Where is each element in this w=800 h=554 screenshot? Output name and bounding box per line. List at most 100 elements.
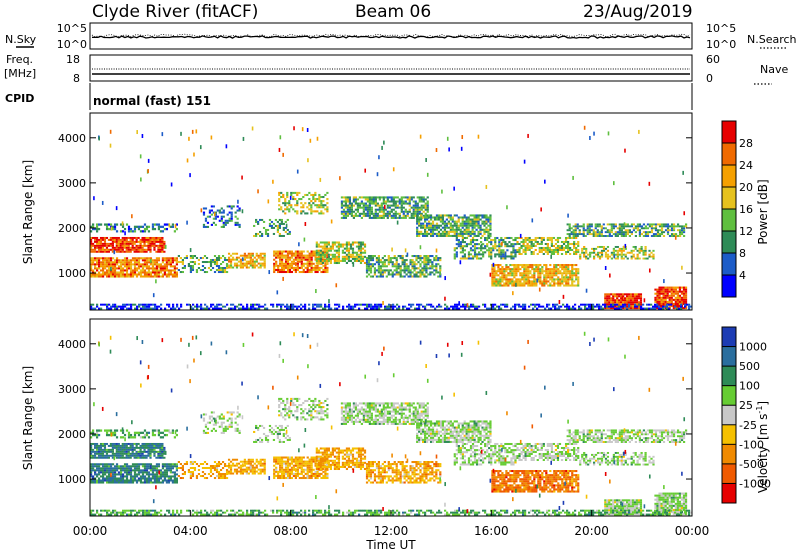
- power-cell: [590, 223, 593, 226]
- power-cell: [242, 136, 245, 141]
- power-cell: [178, 307, 181, 310]
- power-cell: [227, 256, 231, 259]
- power-cell: [302, 258, 305, 261]
- power-cell: [282, 254, 286, 257]
- power-cell: [421, 257, 424, 260]
- power-cell: [553, 280, 556, 283]
- power-cell: [165, 257, 169, 260]
- power-cell: [340, 212, 344, 215]
- power-cell: [143, 271, 147, 274]
- power-cell: [539, 274, 542, 277]
- power-cell: [245, 262, 248, 265]
- power-cell: [225, 265, 229, 268]
- power-cell: [409, 261, 412, 264]
- power-cell: [658, 302, 661, 306]
- power-cell: [612, 247, 615, 250]
- power-cell: [431, 234, 435, 237]
- power-cell: [219, 271, 223, 274]
- power-cell: [596, 303, 599, 306]
- power-cell: [372, 305, 375, 308]
- velocity-cell: [147, 452, 150, 455]
- power-cell: [323, 253, 326, 256]
- velocity-cell: [153, 446, 156, 449]
- power-cell: [127, 250, 130, 253]
- power-cell: [498, 253, 501, 256]
- power-cell: [662, 225, 666, 228]
- power-cell: [314, 200, 317, 203]
- power-cell: [439, 214, 443, 217]
- power-cell: [529, 280, 532, 283]
- power-cell: [583, 125, 586, 130]
- power-cell: [367, 259, 371, 262]
- power-cell: [304, 193, 307, 196]
- velocity-cell: [135, 446, 138, 449]
- power-cell: [418, 222, 421, 225]
- power-cell: [421, 269, 424, 272]
- power-cell: [575, 276, 578, 279]
- power-cell: [341, 245, 345, 248]
- power-cell: [276, 230, 280, 233]
- power-cell: [656, 235, 660, 237]
- power-cell: [523, 276, 526, 279]
- power-cell: [376, 214, 379, 217]
- power-cell: [131, 242, 134, 245]
- power-cell: [314, 264, 317, 267]
- power-cell: [430, 303, 433, 306]
- power-cell: [172, 307, 175, 310]
- power-cell: [251, 126, 254, 131]
- power-cell: [501, 284, 504, 287]
- power-cell: [444, 303, 447, 306]
- power-cell: [435, 255, 438, 258]
- power-cell: [542, 305, 545, 308]
- power-cell: [188, 136, 190, 141]
- power-cell: [166, 303, 169, 306]
- power-cell: [510, 307, 513, 310]
- velocity-cell: [109, 448, 113, 451]
- power-cell: [643, 298, 646, 303]
- power-cell: [445, 222, 448, 225]
- power-cell: [596, 255, 600, 258]
- power-cell: [496, 236, 499, 240]
- power-cell: [551, 276, 554, 279]
- power-cell: [487, 216, 490, 219]
- power-cell: [113, 269, 117, 272]
- power-cell: [666, 225, 670, 228]
- power-cell: [525, 274, 528, 277]
- power-cell: [538, 250, 541, 253]
- power-cell: [422, 234, 425, 237]
- power-cell: [639, 303, 643, 306]
- power-cell: [463, 255, 467, 258]
- power-cell: [103, 265, 107, 268]
- power-cell: [111, 250, 114, 253]
- power-cell: [151, 223, 155, 226]
- power-cell: [151, 263, 155, 266]
- power-cell: [350, 208, 354, 211]
- power-cell: [165, 265, 169, 268]
- power-cell: [260, 305, 263, 308]
- power-cell: [512, 243, 515, 246]
- power-cell: [213, 263, 217, 266]
- power-cell: [494, 255, 497, 258]
- power-cell: [374, 216, 377, 219]
- power-cell: [158, 264, 160, 269]
- power-cell: [306, 260, 309, 263]
- velocity-cell: [143, 454, 146, 457]
- power-cell: [650, 225, 654, 228]
- power-cell: [632, 227, 636, 230]
- power-cell: [131, 259, 135, 262]
- power-cell: [282, 276, 284, 281]
- power-cell: [469, 234, 472, 237]
- power-cell: [625, 293, 629, 296]
- power-cell: [215, 265, 219, 268]
- power-cell: [391, 273, 394, 276]
- power-cell: [443, 226, 447, 229]
- velocity-cell: [115, 448, 118, 451]
- power-cell: [150, 307, 153, 310]
- power-cell: [618, 233, 621, 236]
- power-cell: [136, 130, 138, 135]
- power-cell: [177, 261, 180, 264]
- power-cell: [113, 223, 117, 226]
- power-cell: [362, 303, 365, 306]
- power-cell: [277, 264, 280, 267]
- power-cell: [354, 214, 358, 217]
